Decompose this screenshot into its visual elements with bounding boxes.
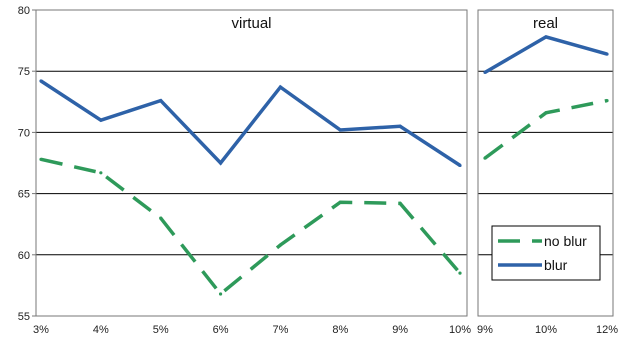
y-tick-label-70: 70 bbox=[18, 127, 30, 139]
plot-area-frame-0 bbox=[35, 9, 468, 317]
series-line-no-blur-0 bbox=[40, 157, 462, 297]
data-point-blur-0-1 bbox=[99, 118, 103, 122]
plot-area-frame-1 bbox=[477, 9, 614, 317]
data-point-no-blur-0-2 bbox=[159, 216, 163, 220]
data-point-no-blur-1-1 bbox=[544, 111, 548, 115]
data-point-no-blur-0-0 bbox=[39, 157, 43, 161]
y-tick-label-80: 80 bbox=[18, 5, 30, 17]
x-tick-label-0-2: 5% bbox=[153, 324, 169, 336]
x-tick-label-0-0: 3% bbox=[33, 324, 49, 336]
panel-title-0: virtual bbox=[231, 15, 271, 32]
data-point-blur-0-2 bbox=[159, 98, 163, 103]
data-point-no-blur-0-4 bbox=[278, 243, 283, 247]
data-point-no-blur-1-2 bbox=[605, 98, 609, 103]
x-tick-label-0-3: 6% bbox=[213, 324, 229, 336]
data-point-no-blur-0-6 bbox=[398, 201, 402, 205]
legend-label-blur: blur bbox=[544, 257, 568, 273]
x-tick-label-1-0: 9% bbox=[477, 324, 493, 336]
legend-label-no-blur: no blur bbox=[544, 233, 587, 249]
data-point-no-blur-0-3 bbox=[218, 292, 223, 296]
series-line-no-blur-1 bbox=[483, 98, 608, 160]
y-tick-label-75: 75 bbox=[18, 66, 30, 78]
x-tick-label-0-5: 8% bbox=[332, 324, 348, 336]
data-point-blur-0-6 bbox=[398, 124, 402, 128]
data-point-no-blur-0-1 bbox=[99, 171, 103, 175]
y-tick-label-65: 65 bbox=[18, 189, 30, 201]
data-point-no-blur-0-5 bbox=[338, 200, 342, 204]
data-point-blur-1-0 bbox=[483, 70, 487, 75]
x-tick-label-0-4: 7% bbox=[272, 324, 288, 336]
data-point-blur-0-5 bbox=[338, 128, 342, 132]
x-tick-label-0-7: 10% bbox=[449, 324, 471, 336]
data-point-blur-0-4 bbox=[278, 85, 283, 89]
series-line-blur-0 bbox=[40, 79, 461, 167]
data-point-blur-0-7 bbox=[458, 163, 462, 168]
data-point-blur-1-2 bbox=[605, 52, 609, 56]
data-point-no-blur-1-0 bbox=[483, 156, 487, 160]
data-point-no-blur-0-7 bbox=[458, 271, 462, 275]
x-tick-label-0-1: 4% bbox=[93, 324, 109, 336]
x-tick-label-0-6: 9% bbox=[392, 324, 408, 336]
y-tick-label-60: 60 bbox=[18, 250, 30, 262]
panel-title-1: real bbox=[533, 15, 558, 32]
series-line-blur-1 bbox=[484, 35, 608, 74]
y-tick-label-55: 55 bbox=[18, 311, 30, 323]
data-point-blur-0-3 bbox=[218, 161, 223, 165]
data-point-blur-1-1 bbox=[544, 35, 548, 39]
data-point-blur-0-0 bbox=[39, 79, 43, 83]
x-tick-label-1-2: 12% bbox=[596, 324, 618, 336]
legend-box bbox=[491, 225, 601, 281]
x-tick-label-1-1: 10% bbox=[535, 324, 557, 336]
